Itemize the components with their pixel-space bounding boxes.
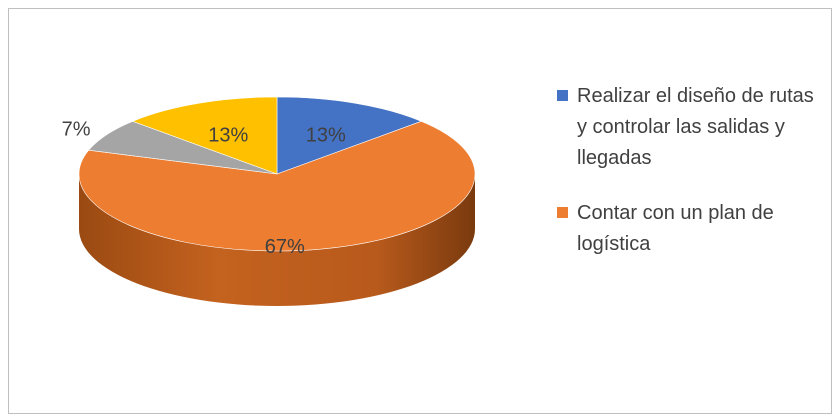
data-label-1: 67%: [265, 236, 305, 258]
pie-chart: 13% 67% 7% 13%: [62, 96, 476, 306]
data-label-2: 7%: [62, 118, 91, 140]
pie-slice-1: [78, 120, 476, 252]
legend-item-plan-logistica: Contar con un plan de logística: [557, 198, 827, 260]
pie-side-1: [79, 174, 475, 306]
legend: Realizar el diseño de rutas y controlar …: [557, 81, 827, 284]
pie-slice-0: [276, 96, 423, 175]
legend-swatch-orange: [557, 207, 568, 218]
chart-area: 13% 67% 7% 13% Realizar el diseño de rutas …: [8, 8, 832, 414]
legend-label: Contar con un plan de logística: [577, 202, 774, 255]
data-label-3: 13%: [208, 124, 248, 146]
legend-item-diseno-rutas: Realizar el diseño de rutas y controlar …: [557, 81, 827, 174]
data-label-0: 13%: [306, 124, 346, 146]
legend-label: Realizar el diseño de rutas y controlar …: [577, 85, 814, 169]
pie-slices: [78, 96, 476, 252]
legend-swatch-blue: [557, 90, 568, 101]
pie-slice-3: [131, 96, 278, 175]
pie-3d-side: [79, 174, 475, 306]
pie-data-labels: 13% 67% 7% 13%: [62, 118, 346, 257]
